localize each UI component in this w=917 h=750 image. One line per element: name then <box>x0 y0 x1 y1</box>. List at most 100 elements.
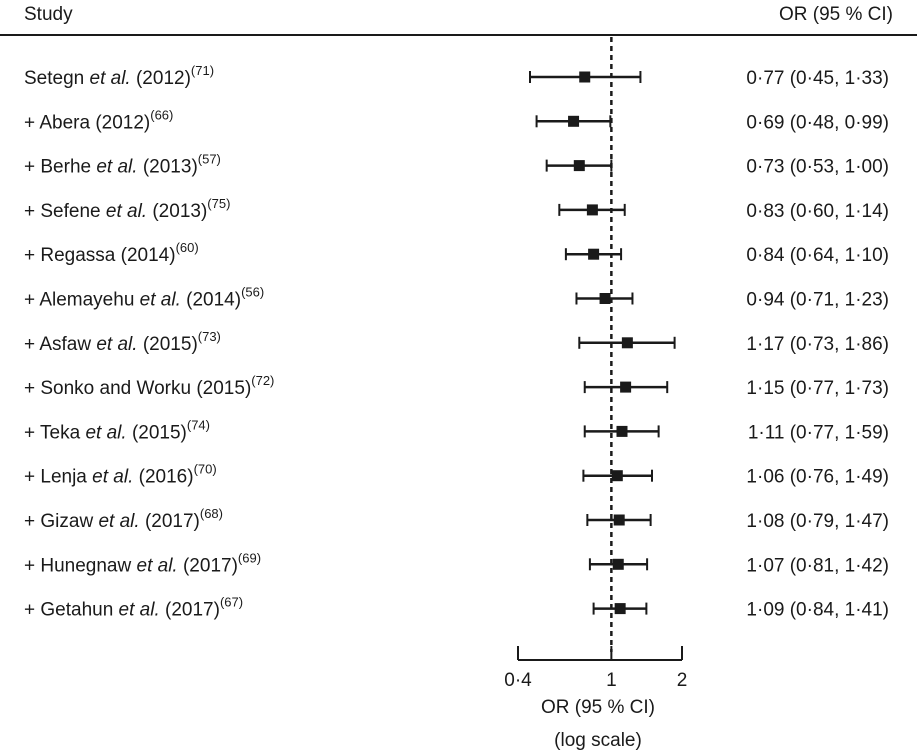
ci-text: 1·06 (0·76, 1·49) <box>746 467 889 488</box>
study-row: + Getahun et al. (2017)(67) 1·09 (0·84, 1… <box>24 595 889 621</box>
study-etal: et al. <box>96 157 142 178</box>
study-author: + Berhe <box>24 157 96 178</box>
ci-text: 0·83 (0·60, 1·14) <box>746 201 889 222</box>
study-author: + Sonko and Worku <box>24 378 196 399</box>
study-author: + Alemayehu <box>24 290 140 311</box>
study-reference: (69) <box>238 550 261 565</box>
x-tick-label: 1 <box>606 670 617 691</box>
study-year: (2013) <box>143 157 198 178</box>
study-reference: (73) <box>198 329 221 344</box>
study-year: (2016) <box>139 467 194 488</box>
study-label: + Sonko and Worku (2015)(72) <box>24 373 274 399</box>
study-label: + Alemayehu et al. (2014)(56) <box>24 285 264 311</box>
study-label: + Regassa (2014)(60) <box>24 240 199 266</box>
study-year: (2017) <box>145 511 200 532</box>
point-estimate <box>612 558 624 570</box>
study-reference: (67) <box>220 595 243 610</box>
study-label: + Asfaw et al. (2015)(73) <box>24 329 221 355</box>
study-etal: et al. <box>90 68 136 89</box>
ci-text: 0·84 (0·64, 1·10) <box>746 245 889 266</box>
ci-text: 0·77 (0·45, 1·33) <box>746 68 889 89</box>
study-reference: (68) <box>200 506 223 521</box>
ci-text: 0·94 (0·71, 1·23) <box>746 290 889 311</box>
study-label: + Getahun et al. (2017)(67) <box>24 595 243 621</box>
study-row: + Abera (2012)(66) 0·69 (0·48, 0·99) <box>24 107 889 133</box>
point-estimate <box>620 381 632 393</box>
study-author: + Lenja <box>24 467 92 488</box>
ci-text: 1·17 (0·73, 1·86) <box>746 334 889 355</box>
study-year: (2015) <box>132 422 187 443</box>
axis-title-line1: OR (95 % CI) <box>541 697 655 718</box>
ci-text: 0·73 (0·53, 1·00) <box>746 157 889 178</box>
study-year: (2014) <box>186 290 241 311</box>
point-estimate <box>588 248 600 260</box>
study-row: + Teka et al. (2015)(74) 1·11 (0·77, 1·59… <box>24 417 889 443</box>
point-estimate <box>579 71 591 83</box>
study-label: + Gizaw et al. (2017)(68) <box>24 506 223 532</box>
ci-column-header: OR (95 % CI) <box>779 4 893 25</box>
study-year: (2012) <box>136 68 191 89</box>
study-etal: et al. <box>137 555 183 576</box>
x-axis: 0·4 1 2 <box>504 646 687 691</box>
point-estimate <box>573 160 585 172</box>
study-reference: (70) <box>194 462 217 477</box>
study-reference: (57) <box>198 152 221 167</box>
study-etal: et al. <box>85 422 131 443</box>
study-year: (2012) <box>95 112 150 133</box>
study-label: + Sefene et al. (2013)(75) <box>24 196 230 222</box>
study-etal: et al. <box>98 511 144 532</box>
x-tick-label: 2 <box>677 670 688 691</box>
point-estimate <box>599 293 611 304</box>
study-year: (2014) <box>121 245 176 266</box>
axis-title-line2: (log scale) <box>554 730 642 750</box>
point-estimate <box>611 470 623 482</box>
ci-text: 1·07 (0·81, 1·42) <box>746 555 889 576</box>
study-author: + Hunegnaw <box>24 555 137 576</box>
point-estimate <box>616 425 628 437</box>
study-etal: et al. <box>119 600 165 621</box>
study-row: + Asfaw et al. (2015)(73) 1·17 (0·73, 1·8… <box>24 329 889 355</box>
study-column-header: Study <box>24 4 73 25</box>
study-label: Setegn et al. (2012)(71) <box>24 63 214 89</box>
study-author: + Getahun <box>24 600 119 621</box>
study-reference: (71) <box>191 63 214 78</box>
study-year: (2015) <box>143 334 198 355</box>
study-author: + Regassa <box>24 245 121 266</box>
study-reference: (60) <box>176 240 199 255</box>
study-row: + Sefene et al. (2013)(75) 0·83 (0·60, 1·… <box>24 196 889 222</box>
study-label: + Hunegnaw et al. (2017)(69) <box>24 550 261 576</box>
point-estimate <box>614 603 626 615</box>
study-author: + Teka <box>24 422 85 443</box>
point-estimate <box>586 204 598 216</box>
study-year: (2017) <box>183 555 238 576</box>
point-estimate <box>568 115 580 127</box>
study-etal: et al. <box>140 290 186 311</box>
study-author: + Abera <box>24 112 95 133</box>
study-author: + Asfaw <box>24 334 96 355</box>
study-reference: (72) <box>251 373 274 388</box>
point-estimate <box>621 337 633 349</box>
study-rows: Setegn et al. (2012)(71) 0·77 (0·45, 1·33… <box>24 63 889 621</box>
study-author: + Sefene <box>24 201 106 222</box>
point-estimate <box>613 514 625 526</box>
x-tick-label: 0·4 <box>504 670 532 691</box>
ci-text: 1·09 (0·84, 1·41) <box>746 600 889 621</box>
ci-text: 0·69 (0·48, 0·99) <box>746 112 889 133</box>
study-author: Setegn <box>24 68 90 89</box>
study-label: + Teka et al. (2015)(74) <box>24 417 210 443</box>
study-label: + Abera (2012)(66) <box>24 107 173 133</box>
study-row: + Hunegnaw et al. (2017)(69) 1·07 (0·81, … <box>24 550 889 576</box>
study-etal: et al. <box>92 467 138 488</box>
study-row: + Regassa (2014)(60) 0·84 (0·64, 1·10) <box>24 240 889 266</box>
study-author: + Gizaw <box>24 511 98 532</box>
study-reference: (66) <box>150 107 173 122</box>
study-reference: (75) <box>207 196 230 211</box>
study-year: (2015) <box>196 378 251 399</box>
ci-text: 1·08 (0·79, 1·47) <box>746 511 889 532</box>
study-label: + Berhe et al. (2013)(57) <box>24 152 221 178</box>
study-row: + Alemayehu et al. (2014)(56) 0·94 (0·71,… <box>24 285 889 311</box>
study-etal: et al. <box>106 201 152 222</box>
study-row: + Sonko and Worku (2015)(72) 1·15 (0·77, … <box>24 373 889 399</box>
study-reference: (74) <box>187 417 210 432</box>
